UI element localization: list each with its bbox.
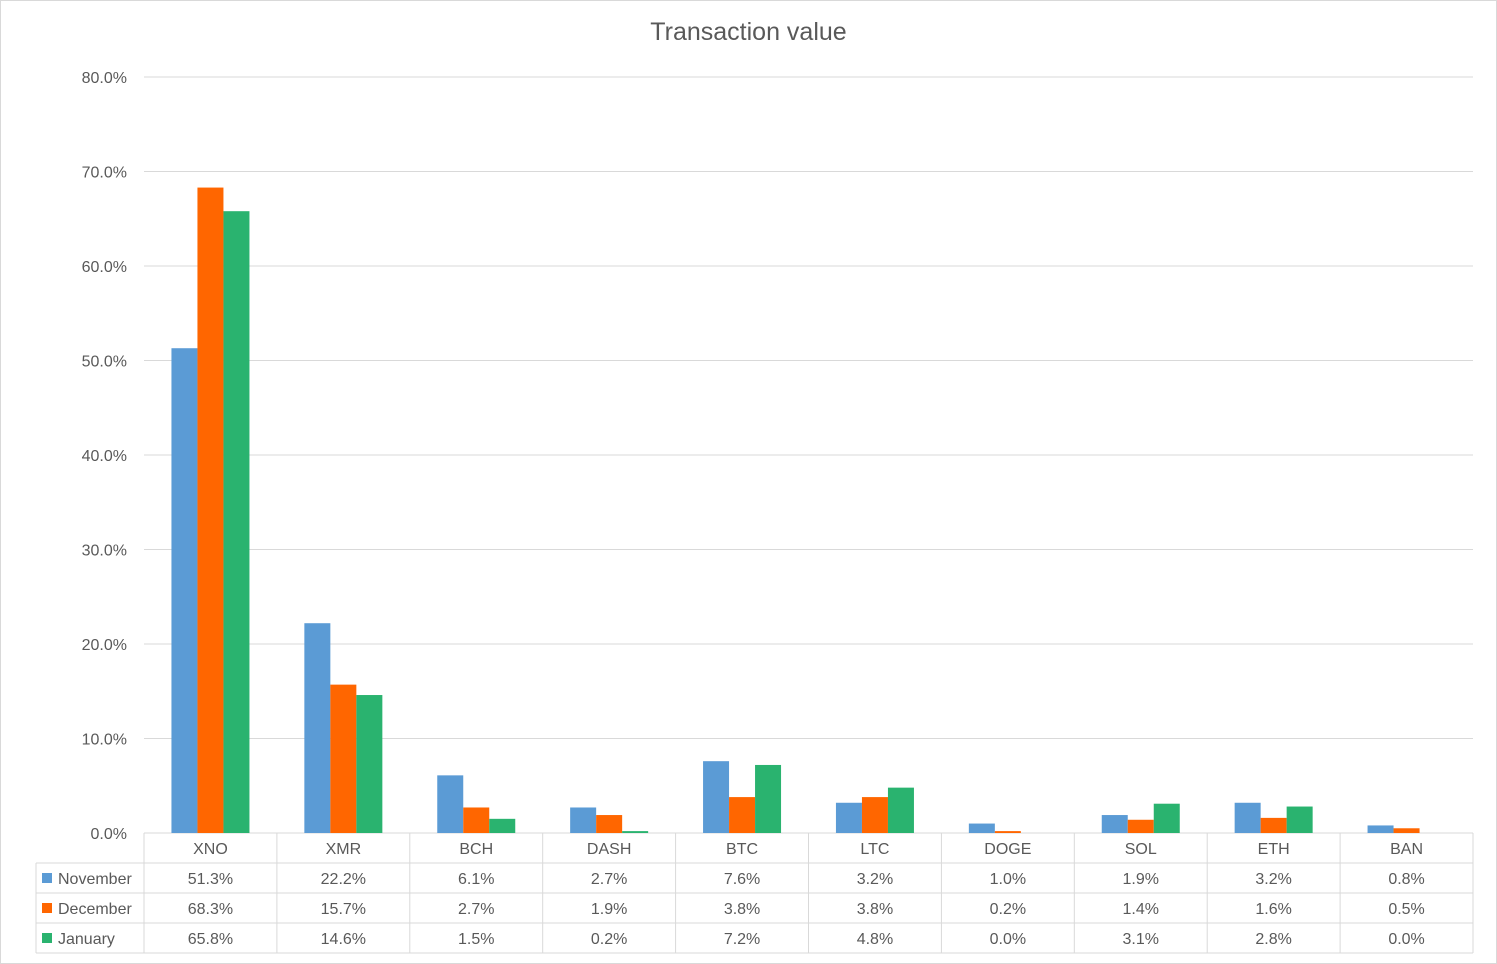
bar xyxy=(197,187,224,833)
y-tick-label: 0.0% xyxy=(91,826,127,843)
bar xyxy=(887,787,914,833)
data-label: 4.8% xyxy=(857,931,893,948)
category-label: DASH xyxy=(587,841,631,858)
data-label: 7.2% xyxy=(724,931,760,948)
data-label: 1.6% xyxy=(1255,901,1291,918)
y-tick-label: 10.0% xyxy=(82,732,127,749)
data-label: 65.8% xyxy=(188,931,233,948)
bar xyxy=(489,818,516,833)
chart-title: Transaction value xyxy=(650,18,847,46)
data-label: 51.3% xyxy=(188,871,233,888)
data-label: 3.2% xyxy=(857,871,893,888)
category-label: LTC xyxy=(860,841,889,858)
bar xyxy=(330,684,357,833)
y-tick-label: 20.0% xyxy=(82,637,127,654)
data-label: 3.2% xyxy=(1255,871,1291,888)
bar xyxy=(1234,802,1261,833)
data-label: 1.9% xyxy=(1123,871,1159,888)
bar xyxy=(1286,806,1313,833)
bar xyxy=(1153,803,1180,833)
data-label: 1.4% xyxy=(1123,901,1159,918)
bar xyxy=(835,802,862,833)
bar xyxy=(463,807,490,833)
bar xyxy=(223,211,250,833)
bar xyxy=(729,797,756,833)
data-label: 3.1% xyxy=(1123,931,1159,948)
legend-key xyxy=(42,933,52,943)
data-label: 0.0% xyxy=(990,931,1026,948)
bar xyxy=(1367,825,1394,833)
data-label: 0.8% xyxy=(1388,871,1424,888)
bar xyxy=(755,764,782,833)
legend-key xyxy=(42,903,52,913)
data-label: 2.8% xyxy=(1255,931,1291,948)
y-tick-label: 80.0% xyxy=(82,70,127,87)
category-label: BAN xyxy=(1390,841,1423,858)
data-label: 3.8% xyxy=(857,901,893,918)
y-tick-label: 50.0% xyxy=(82,354,127,371)
category-label: ETH xyxy=(1258,841,1290,858)
data-label: 14.6% xyxy=(321,931,366,948)
bar xyxy=(171,348,198,833)
legend-key xyxy=(42,873,52,883)
data-label: 2.7% xyxy=(591,871,627,888)
category-label: DOGE xyxy=(984,841,1031,858)
y-tick-label: 40.0% xyxy=(82,448,127,465)
legend-label: January xyxy=(58,931,115,948)
data-label: 22.2% xyxy=(321,871,366,888)
bar xyxy=(703,761,730,833)
category-label: XNO xyxy=(193,841,228,858)
bar xyxy=(622,831,649,833)
bar xyxy=(1101,815,1128,833)
data-label: 3.8% xyxy=(724,901,760,918)
y-tick-label: 60.0% xyxy=(82,259,127,276)
category-label: BTC xyxy=(726,841,758,858)
bar xyxy=(570,807,597,833)
category-label: XMR xyxy=(326,841,362,858)
legend-label: December xyxy=(58,901,132,918)
data-label: 0.0% xyxy=(1388,931,1424,948)
y-tick-label: 70.0% xyxy=(82,165,127,182)
bar xyxy=(1393,828,1420,833)
data-label: 1.5% xyxy=(458,931,494,948)
bar xyxy=(994,831,1021,833)
data-label: 15.7% xyxy=(321,901,366,918)
data-label: 7.6% xyxy=(724,871,760,888)
bar xyxy=(968,823,995,833)
bar xyxy=(861,797,888,833)
y-tick-label: 30.0% xyxy=(82,543,127,560)
data-label: 0.5% xyxy=(1388,901,1424,918)
data-label: 1.0% xyxy=(990,871,1026,888)
bar xyxy=(1260,817,1287,833)
legend-label: November xyxy=(58,871,132,888)
bar xyxy=(596,815,623,833)
data-label: 1.9% xyxy=(591,901,627,918)
data-label: 6.1% xyxy=(458,871,494,888)
bar xyxy=(1127,819,1154,833)
bar xyxy=(356,695,383,833)
category-label: SOL xyxy=(1125,841,1157,858)
data-label: 0.2% xyxy=(591,931,627,948)
data-label: 2.7% xyxy=(458,901,494,918)
bar xyxy=(437,775,464,833)
data-label: 0.2% xyxy=(990,901,1026,918)
bar xyxy=(304,623,331,833)
category-label: BCH xyxy=(459,841,493,858)
data-label: 68.3% xyxy=(188,901,233,918)
